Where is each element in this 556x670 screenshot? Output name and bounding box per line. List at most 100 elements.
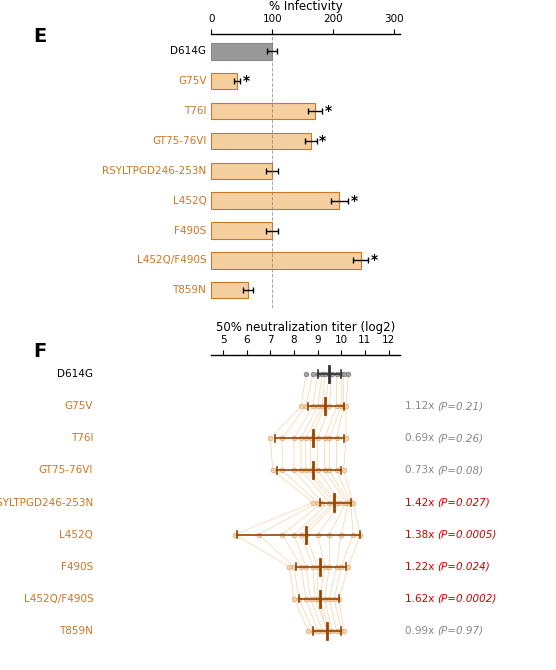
Point — [337, 561, 346, 572]
Point — [290, 561, 299, 572]
Point — [344, 561, 353, 572]
Point — [309, 561, 317, 572]
Point — [346, 497, 355, 508]
Point — [341, 433, 350, 444]
Point — [337, 497, 346, 508]
Text: L452Q/F490S: L452Q/F490S — [23, 594, 93, 604]
Point — [318, 401, 327, 412]
Point — [297, 401, 306, 412]
Point — [313, 465, 322, 476]
Point — [325, 497, 334, 508]
Text: *: * — [370, 253, 378, 267]
Text: 0.99x: 0.99x — [405, 626, 438, 636]
Point — [322, 625, 331, 636]
Point — [301, 433, 310, 444]
Point — [341, 497, 350, 508]
Text: (P=0.0005): (P=0.0005) — [438, 529, 497, 539]
Point — [294, 593, 303, 604]
Point — [313, 433, 322, 444]
Point — [278, 433, 287, 444]
Bar — [211, 252, 361, 269]
Point — [322, 625, 331, 636]
Point — [309, 625, 317, 636]
Bar — [211, 192, 339, 209]
Point — [290, 529, 299, 540]
Text: 1.42x: 1.42x — [405, 498, 438, 507]
Point — [311, 593, 320, 604]
Point — [320, 369, 329, 380]
Point — [301, 561, 310, 572]
Point — [332, 401, 341, 412]
Text: 0.69x: 0.69x — [405, 433, 438, 444]
Text: *: * — [325, 104, 332, 118]
Point — [332, 369, 341, 380]
Point — [339, 369, 348, 380]
Text: (P=0.08): (P=0.08) — [438, 466, 484, 476]
Point — [325, 433, 334, 444]
Point — [339, 465, 348, 476]
Point — [325, 625, 334, 636]
Text: L452Q: L452Q — [172, 196, 206, 206]
Point — [320, 433, 329, 444]
Point — [320, 401, 329, 412]
Point — [301, 401, 310, 412]
Point — [313, 593, 322, 604]
Bar — [211, 133, 311, 149]
Text: (P=0.0002): (P=0.0002) — [438, 594, 497, 604]
Text: F: F — [33, 342, 47, 360]
Point — [309, 401, 317, 412]
Point — [313, 401, 322, 412]
Point — [349, 497, 358, 508]
Point — [325, 529, 334, 540]
Point — [332, 625, 341, 636]
Point — [301, 593, 310, 604]
Text: G75V: G75V — [178, 76, 206, 86]
Point — [337, 625, 346, 636]
Text: 1.12x: 1.12x — [405, 401, 438, 411]
Point — [290, 593, 299, 604]
Text: 0.73x: 0.73x — [405, 466, 438, 476]
Point — [313, 529, 322, 540]
Text: T76I: T76I — [71, 433, 93, 444]
Point — [306, 465, 315, 476]
Point — [318, 369, 327, 380]
Point — [332, 465, 341, 476]
Point — [290, 465, 299, 476]
Point — [330, 497, 339, 508]
Point — [341, 401, 350, 412]
Bar — [211, 43, 272, 60]
Point — [313, 625, 322, 636]
Point — [278, 529, 287, 540]
Text: (P=0.97): (P=0.97) — [438, 626, 484, 636]
Point — [313, 369, 322, 380]
Point — [290, 433, 299, 444]
Point — [344, 497, 353, 508]
Point — [327, 369, 336, 380]
Point — [335, 593, 344, 604]
Point — [297, 433, 306, 444]
Point — [304, 625, 312, 636]
Point — [337, 529, 346, 540]
Text: F490S: F490S — [174, 226, 206, 236]
Point — [332, 433, 341, 444]
Text: D614G: D614G — [57, 369, 93, 379]
Text: (P=0.024): (P=0.024) — [438, 561, 490, 572]
Point — [285, 561, 294, 572]
Point — [309, 497, 317, 508]
Point — [313, 561, 322, 572]
Text: 1.38x: 1.38x — [405, 529, 438, 539]
Text: *: * — [242, 74, 250, 88]
Point — [332, 497, 341, 508]
X-axis label: % Infectivity: % Infectivity — [269, 0, 342, 13]
Text: D614G: D614G — [170, 46, 206, 56]
Point — [325, 401, 334, 412]
Text: *: * — [350, 194, 358, 208]
X-axis label: 50% neutralization titer (log2): 50% neutralization titer (log2) — [216, 321, 395, 334]
Text: (P=0.027): (P=0.027) — [438, 498, 490, 507]
Point — [337, 401, 346, 412]
Text: RSYLTPGD246-253N: RSYLTPGD246-253N — [102, 166, 206, 176]
Point — [318, 625, 327, 636]
Text: RSYLTPGD246-253N: RSYLTPGD246-253N — [0, 498, 93, 507]
Point — [325, 465, 334, 476]
Point — [325, 561, 334, 572]
